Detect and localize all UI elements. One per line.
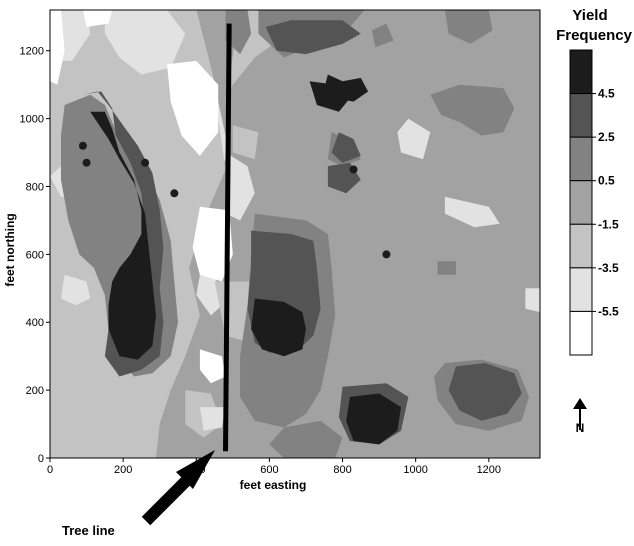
high-yield-spot-3 (349, 165, 358, 174)
north-label: N (576, 421, 585, 435)
y-tick-label: 200 (26, 385, 44, 397)
legend-swatch-5 (569, 93, 593, 138)
contour-region-27 (430, 84, 515, 136)
legend-swatch-6 (569, 49, 593, 95)
contour-region-14 (397, 118, 431, 160)
contour-region-31 (437, 261, 456, 275)
legend-swatch-3 (569, 180, 593, 225)
legend-level-label: -1.5 (598, 217, 619, 231)
legend-level-label: 0.5 (598, 174, 615, 188)
contour-region-21 (82, 10, 113, 27)
y-tick-label: 800 (26, 181, 44, 193)
contour-region-43 (251, 298, 306, 357)
legend-swatch-4 (569, 136, 593, 182)
y-tick-label: 0 (38, 453, 44, 465)
contour-region-12 (61, 274, 91, 306)
legend-level-label: 2.5 (598, 130, 615, 144)
high-yield-spot-4 (382, 250, 391, 259)
contour-region-2 (225, 152, 255, 221)
legend-swatches (569, 49, 593, 356)
legend-labels: 4.5 2.5 0.5 -1.5 -3.5 -5.5 (592, 87, 619, 318)
y-axis-ticks: 0 200 400 600 800 1000 1200 (20, 46, 50, 465)
contour-region-42 (309, 81, 350, 112)
contour-region-20 (199, 349, 226, 384)
contour-region-17 (50, 10, 65, 85)
high-yield-spot-2 (82, 158, 91, 167)
tree-line-annotation: Tree line (62, 450, 215, 538)
legend-title-line-2: Frequency (556, 27, 633, 44)
contour-region-38 (448, 363, 522, 421)
x-tick-label: 800 (333, 464, 351, 476)
legend: Yield Frequency 4.5 2.5 0.5 -1.5 -3.5 -5.5 (556, 7, 633, 356)
contour-region-1 (196, 267, 226, 316)
y-tick-label: 1200 (20, 46, 44, 58)
contour-region-15 (444, 196, 500, 228)
contour-region-10 (104, 10, 186, 75)
contour-region-9 (57, 10, 91, 61)
legend-swatch-0 (569, 310, 593, 356)
contour-region-16 (525, 288, 540, 313)
contour-region-35 (331, 132, 361, 163)
y-tick-label: 400 (26, 317, 44, 329)
legend-title-line-1: Yield (572, 7, 607, 24)
legend-swatch-1 (569, 267, 593, 312)
tree-line-marker (223, 23, 232, 452)
contour-region-40 (90, 111, 156, 360)
x-tick-label: 200 (114, 464, 132, 476)
contour-region-33 (265, 20, 361, 55)
legend-level-label: -3.5 (598, 261, 619, 275)
y-tick-label: 600 (26, 249, 44, 261)
contour-region-18 (167, 60, 219, 156)
x-tick-label: 1200 (477, 464, 501, 476)
contour-region-7 (232, 125, 259, 160)
high-yield-spot-5 (170, 189, 179, 198)
legend-swatch-2 (569, 223, 593, 269)
tree-line-label: Tree line (62, 523, 115, 538)
y-axis-title: feet northing (3, 213, 17, 286)
high-yield-spot-0 (78, 141, 87, 150)
x-tick-label: 0 (47, 464, 53, 476)
heatmap-plot-area (50, 10, 540, 458)
x-tick-label: 600 (260, 464, 278, 476)
contour-region-44 (346, 393, 401, 445)
plot-frame (49, 9, 541, 459)
contour-region-13 (199, 407, 226, 431)
legend-level-label: -5.5 (598, 304, 619, 318)
contour-region-30 (444, 10, 493, 44)
x-axis-title: feet easting (240, 478, 307, 492)
high-yield-spot-1 (141, 158, 150, 167)
contour-region-29 (371, 23, 394, 48)
contour-region-19 (192, 206, 233, 282)
north-arrow-icon: N (573, 398, 587, 435)
contour-region-39 (225, 10, 252, 55)
y-tick-label: 1000 (20, 114, 44, 126)
contour-region-25 (269, 420, 343, 458)
legend-level-label: 4.5 (598, 87, 615, 101)
x-tick-label: 1000 (403, 464, 427, 476)
